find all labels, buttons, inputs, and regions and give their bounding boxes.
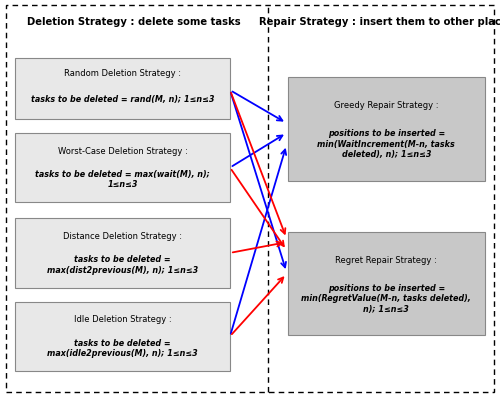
FancyArrowPatch shape [232,135,282,166]
FancyBboxPatch shape [15,218,230,288]
FancyArrowPatch shape [232,92,282,121]
Text: tasks to be deleted =
max(dist2previous(M), n); 1≤n≤3: tasks to be deleted = max(dist2previous(… [47,255,198,275]
FancyBboxPatch shape [288,77,485,181]
FancyBboxPatch shape [15,302,230,371]
Text: Greedy Repair Strategy :: Greedy Repair Strategy : [334,102,438,110]
Text: Repair Strategy : insert them to other places: Repair Strategy : insert them to other p… [259,17,500,27]
FancyBboxPatch shape [15,133,230,202]
Text: Distance Deletion Strategy :: Distance Deletion Strategy : [63,232,182,241]
FancyArrowPatch shape [232,241,282,252]
Text: Deletion Strategy : delete some tasks: Deletion Strategy : delete some tasks [27,17,241,27]
Text: positions to be inserted =
min(WaitIncrement(M-n, tasks
deleted), n); 1≤n≤3: positions to be inserted = min(WaitIncre… [318,129,455,159]
Text: positions to be inserted =
min(RegretValue(M-n, tasks deleted),
n); 1≤n≤3: positions to be inserted = min(RegretVal… [302,284,471,314]
Text: Worst-Case Deletion Strategy :: Worst-Case Deletion Strategy : [58,146,188,156]
FancyArrowPatch shape [231,150,286,333]
FancyArrowPatch shape [232,278,283,334]
Text: Idle Deletion Strategy :: Idle Deletion Strategy : [74,315,172,324]
FancyArrowPatch shape [231,93,285,234]
Text: tasks to be deleted = rand(M, n); 1≤n≤3: tasks to be deleted = rand(M, n); 1≤n≤3 [31,95,214,104]
FancyArrowPatch shape [232,170,284,246]
Text: tasks to be deleted =
max(idle2previous(M), n); 1≤n≤3: tasks to be deleted = max(idle2previous(… [47,339,198,358]
Text: tasks to be deleted = max(wait(M), n);
1≤n≤3: tasks to be deleted = max(wait(M), n); 1… [35,170,210,189]
Text: Regret Repair Strategy :: Regret Repair Strategy : [336,256,437,265]
Text: Random Deletion Strategy :: Random Deletion Strategy : [64,69,181,78]
FancyArrowPatch shape [231,93,286,267]
FancyBboxPatch shape [6,5,494,392]
FancyBboxPatch shape [15,58,230,119]
FancyBboxPatch shape [288,232,485,335]
